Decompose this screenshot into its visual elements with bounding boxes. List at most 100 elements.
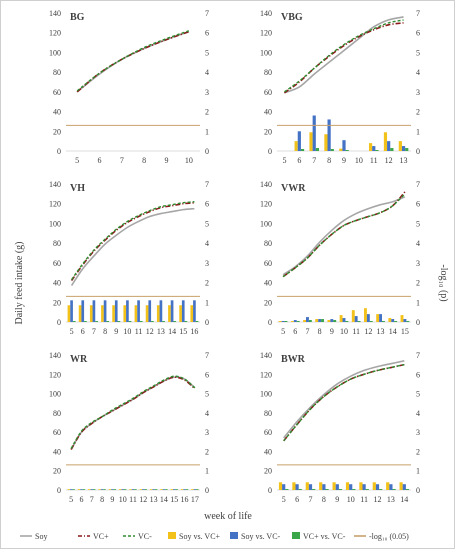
bar-soy-vs-vcplus: [191, 489, 194, 490]
x-tick-label: 9: [335, 495, 339, 504]
legend: Soy VC+ VC- Soy vs. VC+ Soy vs. VC- VC+ vs. V…: [20, 532, 409, 541]
x-tick-label: 14: [400, 495, 408, 504]
right-tick-label: 2: [205, 279, 209, 288]
series-line-vc-minus: [71, 201, 195, 281]
bar-soy-vs-vcplus: [78, 305, 82, 322]
bar-soy-vs-vcplus: [179, 305, 182, 322]
x-tick-label: 8: [103, 327, 107, 336]
right-tick-label: 6: [416, 370, 420, 379]
right-tick-label: 0: [416, 486, 420, 495]
series-line-soy: [284, 16, 404, 94]
x-tick-label: 13: [150, 495, 158, 504]
x-tick-label: 11: [129, 495, 137, 504]
right-tick-label: 1: [205, 467, 209, 476]
bar-vcplus-vs-vcminus: [381, 321, 385, 322]
x-tick-label: 6: [295, 495, 299, 504]
bar-soy-vs-vcplus: [108, 489, 112, 490]
bar-soy-vs-vcminus: [402, 484, 406, 490]
bar-soy-vs-vcplus: [101, 305, 104, 322]
left-tick-label: 60: [53, 259, 61, 268]
x-tick-label: 9: [165, 156, 169, 165]
bar-soy-vs-vcplus: [398, 141, 402, 151]
x-tick-label: 7: [305, 327, 309, 336]
series-line-vc-minus: [284, 19, 404, 93]
x-tick-label: 16: [181, 495, 189, 504]
bar-soy-vs-vcminus: [335, 484, 339, 490]
bar-soy-vs-vcplus: [324, 134, 328, 151]
left-tick-label: 100: [49, 219, 61, 228]
bar-soy-vs-vcplus: [372, 482, 376, 490]
bar-vcplus-vs-vcminus: [394, 321, 398, 322]
x-tick-label: 5: [282, 156, 286, 165]
left-tick-label: 60: [264, 259, 272, 268]
series-line-soy: [282, 196, 406, 276]
bar-soy-vs-vcplus: [388, 318, 392, 322]
right-tick-label: 6: [205, 370, 209, 379]
series-line-vc-minus: [282, 193, 406, 278]
bar-vcplus-vs-vcminus: [165, 489, 168, 490]
bar-soy-vs-vcplus: [89, 305, 93, 322]
bar-soy-vs-vcplus: [339, 315, 343, 322]
bar-soy-vs-vcplus: [119, 489, 122, 490]
y-axis-label-right: -log₁₀ (p): [438, 264, 449, 301]
bar-soy-vs-vcplus: [376, 314, 380, 322]
right-tick-label: 1: [416, 127, 420, 136]
bar-soy-vs-vcminus: [103, 300, 107, 322]
bar-soy-vs-vcminus: [281, 321, 285, 322]
x-tick-label: 13: [387, 495, 395, 504]
x-tick-label: 15: [401, 327, 409, 336]
right-tick-label: 4: [416, 409, 420, 418]
x-tick-label: 7: [312, 156, 316, 165]
right-tick-label: 4: [205, 409, 209, 418]
x-tick-label: 9: [330, 327, 334, 336]
x-tick-label: 8: [142, 156, 146, 165]
bar-soy-vs-vcplus: [98, 489, 101, 490]
bar-soy-vs-vcplus: [351, 310, 355, 322]
legend-swatch: [292, 532, 300, 539]
bar-vcplus-vs-vcminus: [92, 489, 96, 490]
x-tick-label: 12: [374, 495, 382, 504]
right-tick-label: 6: [416, 200, 420, 209]
right-tick-label: 3: [205, 259, 209, 268]
right-tick-label: 1: [416, 298, 420, 307]
x-tick-label: 5: [69, 495, 73, 504]
left-tick-label: 80: [264, 239, 272, 248]
x-tick-label: 8: [318, 327, 322, 336]
bar-soy-vs-vcminus: [131, 489, 135, 490]
bar-vcplus-vs-vcminus: [375, 150, 379, 151]
bar-soy-vs-vcplus: [383, 132, 388, 151]
x-tick-label: 10: [340, 327, 348, 336]
bar-soy-vs-vcplus: [332, 482, 336, 490]
left-tick-label: 20: [53, 467, 61, 476]
bar-vcplus-vs-vcminus: [144, 489, 147, 490]
right-tick-label: 6: [205, 200, 209, 209]
bar-soy-vs-vcplus: [278, 321, 282, 322]
right-tick-label: 2: [416, 279, 420, 288]
series-line-vc-minus: [76, 30, 190, 92]
right-tick-label: 1: [205, 127, 209, 136]
x-tick-label: 7: [120, 156, 124, 165]
bar-soy-vs-vcminus: [148, 300, 152, 322]
bar-soy-vs-vcplus: [400, 315, 404, 322]
bar-soy-vs-vcplus: [67, 489, 70, 490]
bar-vcplus-vs-vcminus: [95, 321, 98, 322]
x-tick-label: 5: [282, 495, 286, 504]
series-line-vc-minus: [70, 375, 196, 449]
bar-soy-vs-vcminus: [142, 489, 145, 490]
x-tick-label: 15: [170, 495, 178, 504]
bar-soy-vs-vcplus: [327, 320, 331, 322]
legend-label: -log₁₀ (0.05): [369, 532, 409, 541]
bar-vcplus-vs-vcminus: [345, 150, 349, 151]
right-tick-label: 6: [205, 29, 209, 38]
x-axis-label: week of life: [204, 511, 252, 522]
right-tick-label: 3: [205, 88, 209, 97]
bar-soy-vs-vcplus: [319, 482, 323, 490]
x-tick-label: 13: [157, 327, 165, 336]
bar-soy-vs-vcplus: [134, 305, 138, 322]
right-tick-label: 0: [416, 318, 420, 327]
right-tick-label: 1: [416, 467, 420, 476]
legend-swatch: [168, 532, 176, 539]
bar-soy-vs-vcplus: [345, 482, 350, 490]
